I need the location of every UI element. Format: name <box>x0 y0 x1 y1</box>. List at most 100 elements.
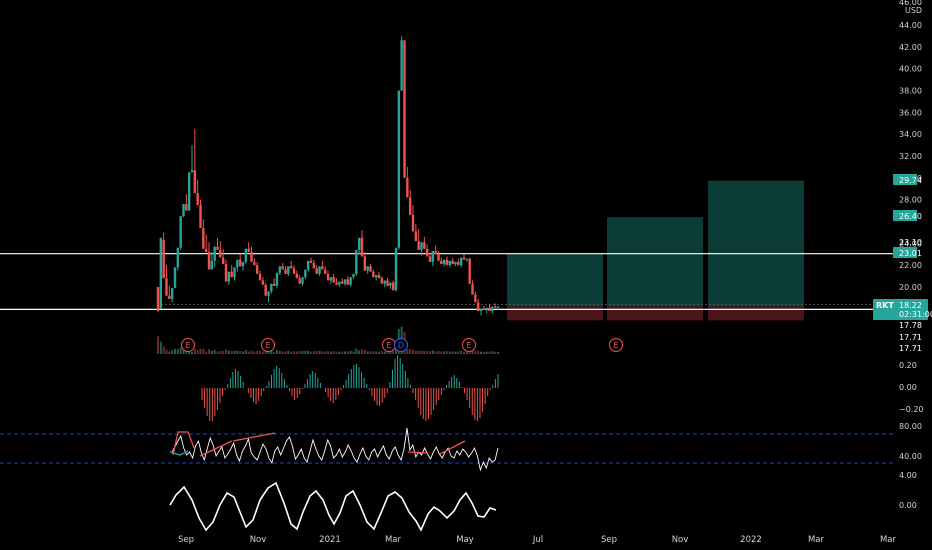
candle-body <box>250 252 253 262</box>
volume-bar <box>171 350 174 354</box>
candle-body <box>216 246 219 250</box>
candle-body <box>343 279 347 284</box>
candle-body <box>227 271 231 282</box>
candle-body <box>190 170 194 173</box>
candle-body <box>312 262 316 269</box>
time-tick: 2022 <box>740 535 762 545</box>
volume-bar <box>264 350 267 354</box>
profit-zone <box>708 180 804 307</box>
volume-bar <box>259 351 261 354</box>
candle-body <box>383 280 386 284</box>
volume-bar <box>242 351 244 354</box>
event-label: E <box>613 341 618 350</box>
candle-body <box>465 258 469 260</box>
candle-body <box>482 308 486 310</box>
time-tick: Jul <box>532 535 543 545</box>
volume-bar <box>318 350 321 354</box>
volume-bar <box>287 350 290 354</box>
candle-body <box>434 250 437 255</box>
currency-label: USD <box>905 6 922 15</box>
volume-bar <box>474 350 477 354</box>
volume-bar <box>451 351 454 354</box>
histogram-panel <box>201 355 499 421</box>
price-tick: 40.00 <box>899 65 922 74</box>
volume-bar <box>210 350 213 354</box>
candle-body <box>176 247 180 268</box>
volume-bar <box>250 350 253 354</box>
candle-body <box>357 237 361 250</box>
divergence-line <box>232 432 276 442</box>
volume-bar <box>213 349 216 354</box>
volume-bar <box>182 350 185 354</box>
candle-body <box>380 278 384 284</box>
candle-body <box>391 282 395 291</box>
candle-body <box>372 271 375 278</box>
candle-body <box>417 241 420 250</box>
event-label: E <box>386 341 391 350</box>
price-tag-bg <box>893 247 917 258</box>
volume-bar <box>460 350 463 354</box>
time-tick: Sep <box>178 535 194 545</box>
price-tag-label: 23.10 <box>899 238 922 247</box>
histogram-tick: 0.00 <box>899 383 917 392</box>
candle-body <box>329 277 333 281</box>
volume-bar <box>304 350 307 354</box>
candle-body <box>335 282 338 285</box>
candle-body <box>431 250 435 262</box>
time-tick: Mar <box>808 535 825 545</box>
volume-bar <box>488 351 491 354</box>
divergence-line <box>169 450 189 456</box>
volume-bar <box>352 351 355 354</box>
candle-body <box>309 260 313 263</box>
volume-bar <box>349 350 352 354</box>
volume-bar <box>429 351 431 354</box>
divergence-line <box>439 440 466 455</box>
price-tick: 20.00 <box>899 283 922 292</box>
event-label: D <box>398 341 404 350</box>
volume-bar <box>276 350 278 354</box>
volume-bar <box>335 351 338 354</box>
volume-bar <box>196 350 199 354</box>
loss-zone <box>708 306 804 321</box>
candle-body <box>389 282 392 286</box>
candle-body <box>306 260 310 270</box>
volume-bar <box>477 350 480 354</box>
volume-bar <box>409 349 412 354</box>
candle-body <box>425 248 429 257</box>
volume-bar <box>358 350 361 354</box>
volume-bar <box>236 350 239 354</box>
volume-bar <box>298 351 301 354</box>
volume-bar <box>463 351 465 354</box>
candle-body <box>355 249 358 274</box>
candle-body <box>445 259 449 266</box>
volume-bar <box>310 351 312 354</box>
time-axis[interactable]: Sep Nov 2021 Mar May Jul Sep Nov 2022 Mar Mar <box>178 535 897 545</box>
volume-bar <box>375 351 378 354</box>
volume-bar <box>485 351 488 354</box>
volume-bar <box>327 351 329 354</box>
volume-bar <box>202 348 205 354</box>
volume-bar <box>193 348 196 354</box>
volume-bar <box>414 350 417 354</box>
price-tick: 22.00 <box>899 261 922 270</box>
time-tick: May <box>456 535 474 545</box>
volume-bar <box>256 350 259 354</box>
symbol-label: RKT <box>876 301 894 310</box>
horizontal-lines[interactable] <box>0 253 893 310</box>
volume-bar <box>174 348 176 354</box>
candle-body <box>267 291 270 296</box>
oscillator-2-panel <box>169 481 497 532</box>
event-marker <box>261 338 275 352</box>
candle-body <box>173 267 177 289</box>
event-label: E <box>265 341 270 350</box>
candle-body <box>479 308 483 312</box>
oscillator-2-tick: 0.00 <box>899 501 917 510</box>
candle-body <box>159 237 163 309</box>
oscillator-2-line <box>169 481 497 532</box>
candle-body <box>204 248 208 253</box>
event-marker <box>394 338 408 352</box>
candle-body <box>397 90 401 248</box>
candle-body <box>326 273 330 281</box>
